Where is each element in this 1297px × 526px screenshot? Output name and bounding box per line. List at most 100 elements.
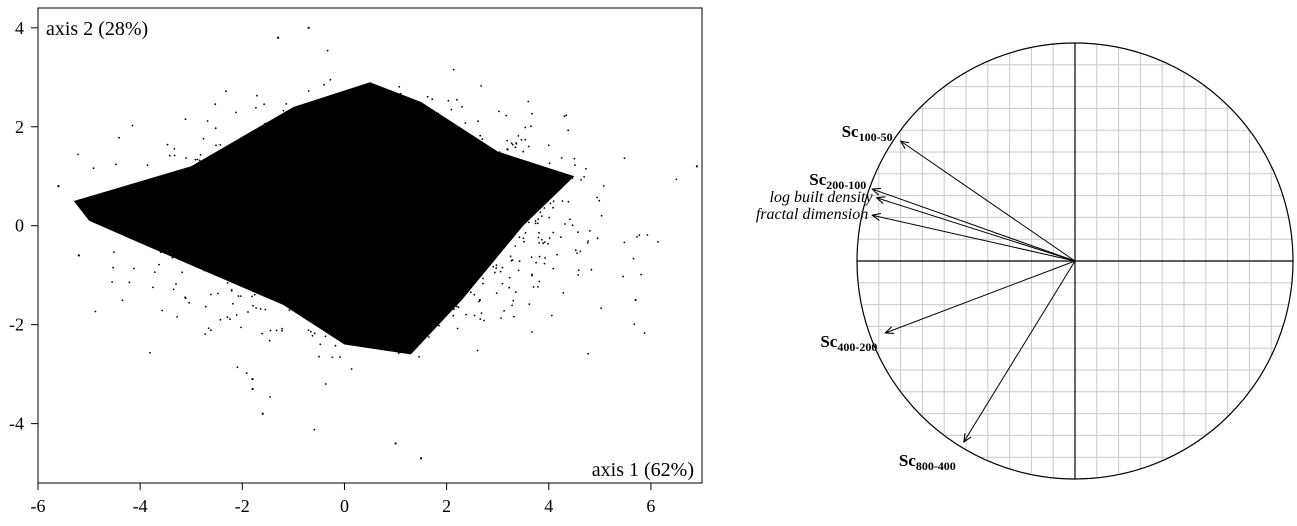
scatter-point <box>356 296 359 299</box>
scatter-point <box>282 230 285 233</box>
scatter-point <box>437 160 440 163</box>
scatter-point <box>375 259 378 262</box>
scatter-point <box>332 255 335 258</box>
scatter-point <box>512 179 515 182</box>
scatter-point <box>447 221 450 224</box>
scatter-point <box>451 282 454 285</box>
scatter-point <box>552 267 555 270</box>
scatter-point <box>214 265 217 268</box>
scatter-point <box>494 195 497 198</box>
scatter-point <box>229 225 232 228</box>
scatter-point <box>409 228 412 231</box>
scatter-point <box>415 223 417 226</box>
scatter-point <box>295 187 298 190</box>
scatter-point <box>577 231 579 234</box>
scatter-point <box>231 193 234 196</box>
scatter-point <box>560 157 563 159</box>
scatter-point <box>284 268 286 271</box>
scatter-point <box>477 270 480 273</box>
scatter-point <box>377 273 379 276</box>
scatter-point <box>379 190 382 193</box>
scatter-point <box>455 235 458 238</box>
scatter-point <box>282 190 285 193</box>
scatter-point <box>380 248 383 251</box>
scatter-point <box>302 267 304 270</box>
scatter-point <box>351 250 354 253</box>
scatter-point <box>550 314 553 317</box>
scatter-point <box>462 197 464 200</box>
scatter-point <box>347 232 349 235</box>
scatter-point <box>524 138 527 141</box>
scatter-point <box>287 226 290 229</box>
scatter-point <box>538 255 541 258</box>
scatter-point <box>474 278 476 281</box>
scatter-point <box>408 201 410 203</box>
scatter-point <box>216 271 218 274</box>
scatter-point <box>366 191 369 194</box>
scatter-point <box>363 217 366 220</box>
scatter-point <box>479 225 482 228</box>
scatter-point <box>202 222 205 225</box>
scatter-point <box>465 313 467 316</box>
scatter-point <box>290 214 292 217</box>
scatter-point <box>395 171 397 174</box>
scatter-point <box>466 259 468 261</box>
scatter-point <box>356 162 359 165</box>
scatter-point <box>457 209 460 211</box>
scatter-point <box>482 153 485 156</box>
scatter-point <box>382 219 384 222</box>
scatter-point <box>510 142 513 145</box>
scatter-point <box>253 204 256 207</box>
scatter-point <box>381 159 383 161</box>
scatter-point <box>493 232 495 235</box>
scatter-point <box>498 151 501 154</box>
scatter-point <box>459 173 461 176</box>
scatter-point <box>418 134 421 136</box>
scatter-point <box>235 111 237 114</box>
scatter-point <box>389 258 392 261</box>
scatter-point <box>435 240 438 242</box>
scatter-point <box>264 221 266 224</box>
scatter-point <box>376 169 379 172</box>
scatter-point <box>521 177 524 179</box>
scatter-point <box>364 221 367 224</box>
scatter-point <box>326 177 328 180</box>
scatter-point <box>460 198 462 201</box>
scatter-point <box>436 180 439 183</box>
scatter-point <box>489 153 492 155</box>
scatter-point <box>475 198 478 201</box>
scatter-point <box>389 256 392 258</box>
scatter-point <box>421 268 424 271</box>
scatter-point <box>530 189 533 192</box>
scatter-point <box>294 291 297 294</box>
scatter-point <box>323 181 326 184</box>
scatter-point <box>457 183 460 186</box>
scatter-point <box>409 209 412 212</box>
scatter-point <box>548 216 551 219</box>
scatter-point <box>267 161 270 164</box>
scatter-point <box>333 215 336 218</box>
scatter-point <box>381 217 383 220</box>
scatter-point <box>410 262 412 265</box>
scatter-point <box>362 167 364 170</box>
scatter-point <box>480 265 483 268</box>
scatter-point <box>354 130 356 133</box>
scatter-point <box>518 260 521 263</box>
scatter-point <box>576 252 578 255</box>
scatter-point <box>415 197 418 200</box>
scatter-point <box>212 191 214 194</box>
scatter-point <box>315 197 318 200</box>
scatter-point <box>318 355 320 358</box>
scatter-point <box>438 324 440 327</box>
scatter-point <box>497 242 500 245</box>
scatter-point <box>270 259 273 261</box>
scatter-point <box>337 219 340 222</box>
scatter-point <box>414 250 417 252</box>
scatter-point <box>393 277 396 280</box>
scatter-point <box>475 246 478 249</box>
scatter-point <box>602 185 605 187</box>
scatter-point <box>379 230 381 233</box>
scatter-point <box>284 284 287 286</box>
scatter-point <box>512 207 515 210</box>
scatter-point <box>413 188 415 191</box>
